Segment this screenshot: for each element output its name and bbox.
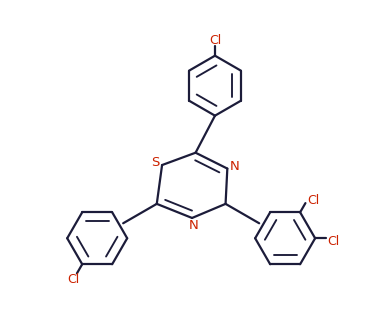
Text: S: S	[152, 156, 160, 169]
Text: N: N	[189, 219, 199, 232]
Text: Cl: Cl	[67, 272, 80, 286]
Text: Cl: Cl	[209, 34, 221, 47]
Text: N: N	[230, 160, 240, 173]
Text: Cl: Cl	[327, 234, 340, 247]
Text: Cl: Cl	[307, 194, 319, 207]
